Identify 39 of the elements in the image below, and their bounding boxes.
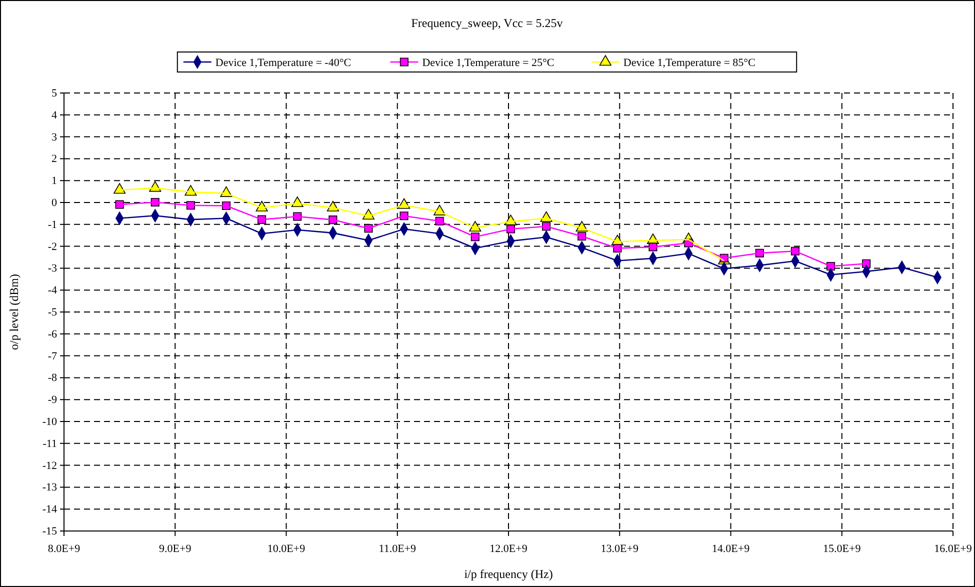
chart-title: Frequency_sweep, Vcc = 5.25v <box>411 16 563 30</box>
x-tick-label: 15.0E+9 <box>823 543 862 556</box>
x-tick-label: 8.0E+9 <box>48 543 81 556</box>
y-tick-label: 1 <box>52 175 57 188</box>
y-tick-label: -15 <box>42 526 58 538</box>
y-tick-label: -4 <box>48 284 58 297</box>
y-tick-label: -14 <box>42 504 58 516</box>
y-tick-label: -5 <box>48 306 58 319</box>
x-tick-label: 10.0E+9 <box>267 543 306 556</box>
y-tick-label: -6 <box>48 328 58 340</box>
point <box>114 183 126 194</box>
y-tick-label: -12 <box>42 460 57 472</box>
y-tick-label: -10 <box>42 416 58 428</box>
y-tick-label: -11 <box>42 438 57 450</box>
legend-label: Device 1,Temperature = 25°C <box>422 57 554 69</box>
legend-label: Device 1,Temperature = -40°C <box>215 57 352 69</box>
y-tick-label: 4 <box>52 109 58 122</box>
x-tick-label: 12.0E+9 <box>490 543 528 556</box>
x-tick-label: 9.0E+9 <box>159 543 192 556</box>
legend-label: Device 1,Temperature = 85°C <box>623 57 756 69</box>
x-tick-label: 14.0E+9 <box>712 543 750 556</box>
x-tick-label: 16.0E+9 <box>934 543 972 556</box>
y-tick-label: -8 <box>48 372 58 384</box>
y-tick-label: -3 <box>48 262 58 275</box>
x-axis-title: i/p frequency (Hz) <box>464 567 553 581</box>
y-tick-label: 3 <box>52 131 58 144</box>
y-tick-label: 5 <box>52 88 58 100</box>
y-tick-label: -1 <box>48 218 57 231</box>
y-axis-title: o/p level (dBm) <box>7 274 21 350</box>
x-tick-label: 13.0E+9 <box>600 543 639 556</box>
y-tick-label: 0 <box>52 197 58 210</box>
y-tick-label: -2 <box>48 240 57 253</box>
y-tick-label: -13 <box>42 482 58 494</box>
y-tick-label: 2 <box>52 153 57 166</box>
y-tick-label: -7 <box>48 350 58 362</box>
x-tick-label: 11.0E+9 <box>378 543 417 556</box>
point <box>506 224 515 234</box>
y-tick-label: -9 <box>48 394 58 406</box>
point <box>115 200 124 209</box>
